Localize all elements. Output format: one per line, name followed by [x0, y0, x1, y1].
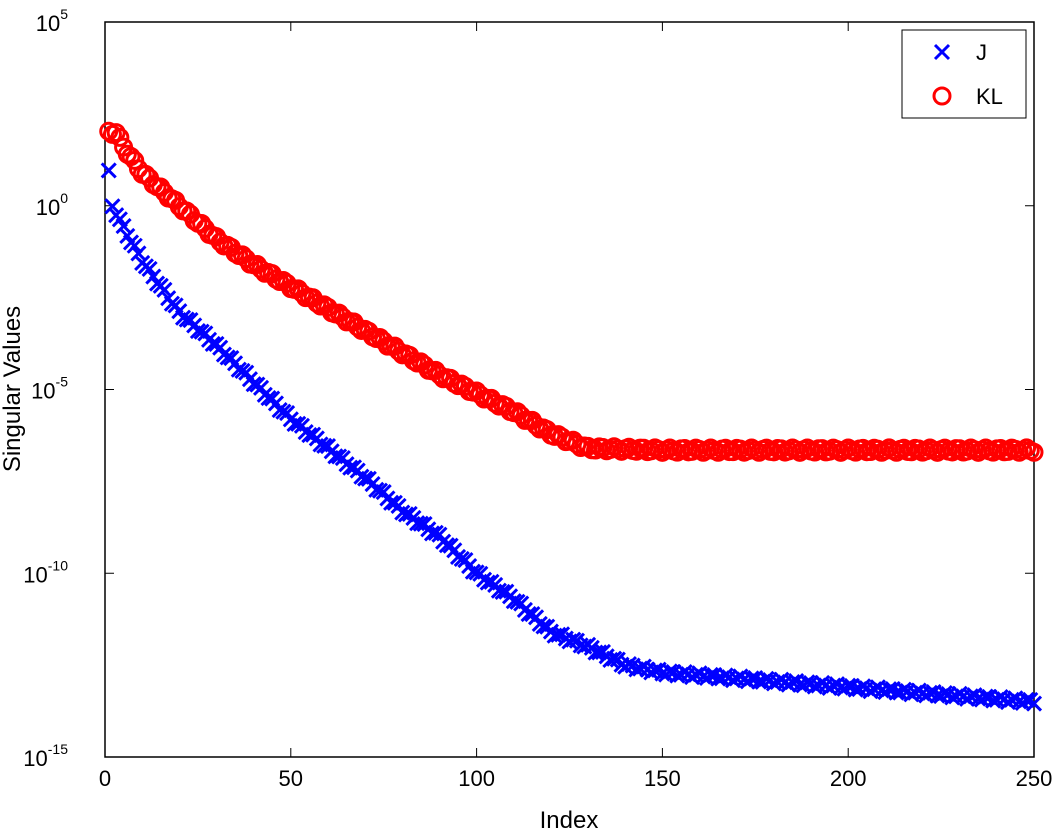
x-tick-label: 0 — [99, 766, 111, 791]
data-point-j — [895, 681, 913, 698]
x-tick-label: 200 — [830, 766, 867, 791]
legend-kl-label: KL — [976, 84, 1003, 109]
legend-kl-symbol — [932, 86, 952, 106]
series-j — [100, 162, 1043, 712]
y-tick-label: 10-10 — [23, 557, 68, 587]
data-point-kl — [110, 127, 130, 147]
series-kl — [99, 121, 1044, 462]
axis-ticks: 0 50 100 150 200 250 10-15 10-10 10-5 100 105 — [23, 6, 1052, 791]
data-point-j — [977, 688, 994, 705]
y-axis-title: Singular Values — [0, 306, 26, 472]
data-point-kl — [106, 123, 126, 143]
legend-j-label: J — [976, 40, 987, 65]
data-point-j — [130, 245, 147, 262]
x-axis-title: Index — [540, 807, 599, 830]
data-point-kl — [1024, 442, 1044, 462]
x-tick-label: 100 — [458, 766, 495, 791]
y-tick-label: 10-5 — [31, 374, 68, 404]
x-tick-label: 250 — [1016, 766, 1053, 791]
x-tick-label: 150 — [644, 766, 681, 791]
data-point-j — [661, 663, 678, 680]
y-tick-label: 10-15 — [23, 741, 68, 771]
data-point-j — [936, 684, 953, 702]
data-point-j — [156, 281, 173, 298]
data-point-kl — [485, 393, 505, 413]
data-point-j — [115, 217, 132, 235]
legend: J KL — [901, 29, 1027, 119]
data-point-kl — [307, 293, 327, 313]
y-tick-label: 100 — [36, 190, 68, 220]
data-point-j — [758, 670, 775, 687]
legend-j-symbol — [933, 43, 951, 61]
data-point-j — [100, 162, 117, 179]
legend-box — [901, 29, 1027, 119]
x-tick-label: 50 — [279, 766, 303, 791]
series-layer — [99, 121, 1044, 712]
y-tick-label: 105 — [36, 6, 68, 36]
data-point-j — [620, 656, 638, 673]
data-point-j — [799, 674, 816, 691]
data-point-j — [1025, 695, 1043, 712]
data-point-j — [104, 198, 121, 215]
legend-j-marker — [933, 43, 951, 61]
legend-kl-marker — [932, 86, 952, 106]
